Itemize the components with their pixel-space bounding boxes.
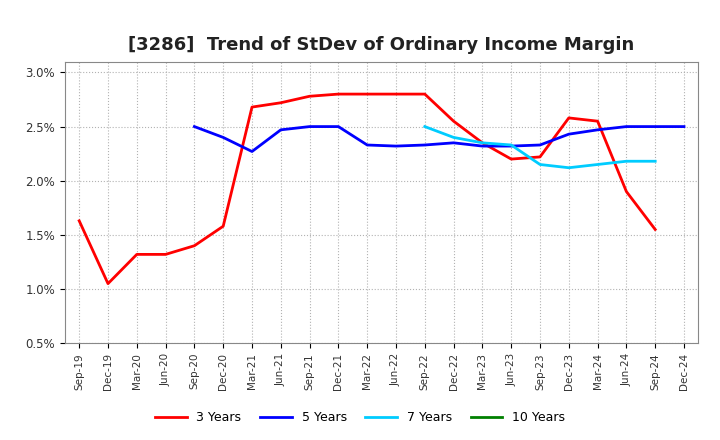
Legend: 3 Years, 5 Years, 7 Years, 10 Years: 3 Years, 5 Years, 7 Years, 10 Years <box>150 407 570 429</box>
Title: [3286]  Trend of StDev of Ordinary Income Margin: [3286] Trend of StDev of Ordinary Income… <box>128 37 635 55</box>
